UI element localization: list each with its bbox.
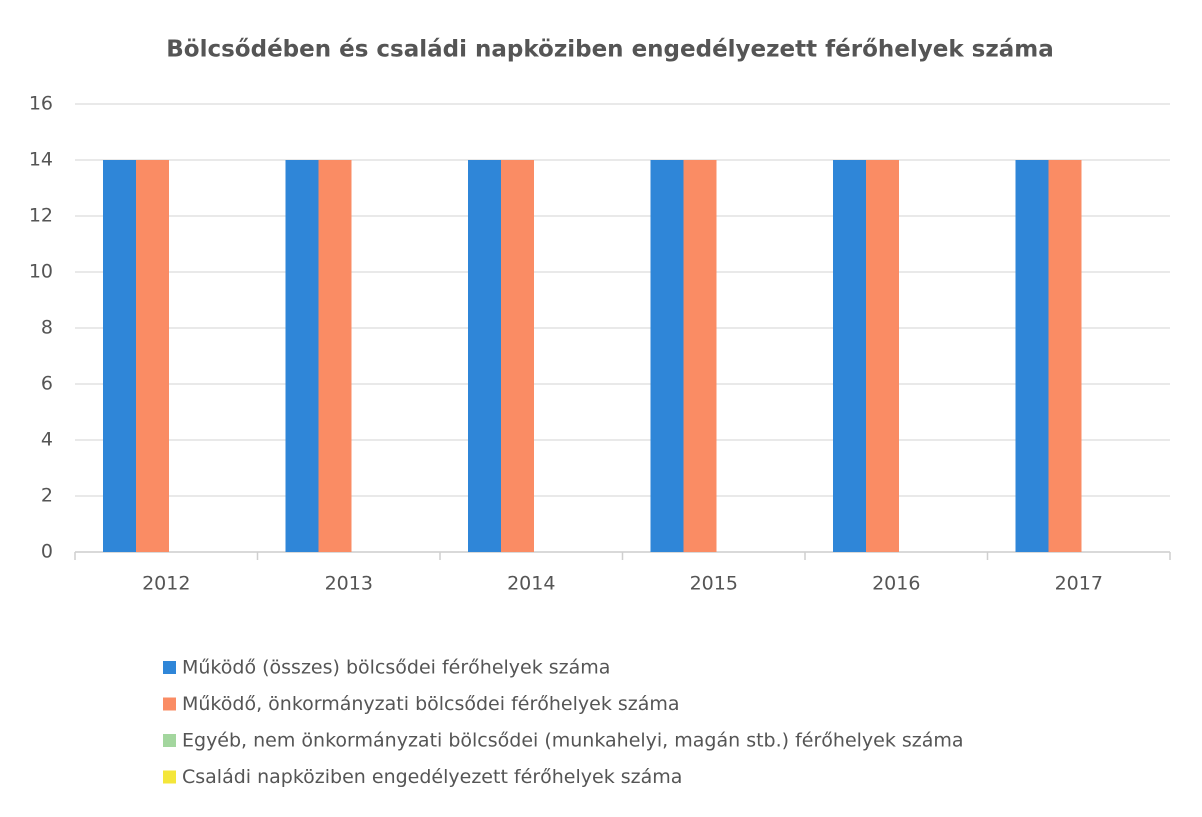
bar: [468, 160, 501, 552]
bar: [136, 160, 169, 552]
bar: [1015, 160, 1049, 552]
bar: [318, 160, 352, 552]
bar: [103, 160, 136, 552]
legend-swatch: [163, 734, 176, 747]
legend-label: Működő (összes) bölcsődei férőhelyek szá…: [182, 657, 610, 679]
bar: [650, 160, 684, 552]
x-tick-label: 2012: [142, 573, 190, 595]
legend-label: Családi napköziben engedélyezett férőhel…: [182, 766, 682, 788]
y-tick-label: 2: [41, 485, 53, 507]
bar: [501, 160, 534, 552]
x-tick-label: 2016: [872, 573, 920, 595]
legend-label: Működő, önkormányzati bölcsődei férőhely…: [182, 693, 680, 715]
bar: [866, 160, 899, 552]
x-tick-label: 2013: [325, 573, 373, 595]
legend-swatch: [163, 770, 176, 784]
legend-swatch: [163, 697, 176, 711]
x-tick-label: 2014: [507, 573, 555, 595]
y-tick-label: 10: [29, 261, 53, 283]
y-tick-label: 16: [29, 93, 53, 115]
bar: [285, 160, 319, 552]
y-tick-label: 12: [29, 205, 53, 227]
bar: [683, 160, 717, 552]
legend-label: Egyéb, nem önkormányzati bölcsődei (munk…: [182, 730, 964, 752]
legend-swatch: [163, 661, 176, 674]
y-tick-label: 4: [41, 429, 53, 451]
y-tick-label: 0: [41, 541, 53, 563]
bar: [833, 160, 866, 552]
bar: [1048, 160, 1082, 552]
y-tick-label: 8: [41, 317, 53, 339]
chart-title: Bölcsődében és családi napköziben engedé…: [166, 37, 1053, 63]
x-tick-label: 2017: [1055, 573, 1103, 595]
y-tick-label: 6: [41, 373, 53, 395]
x-tick-label: 2015: [690, 573, 738, 595]
y-tick-label: 14: [29, 149, 53, 171]
